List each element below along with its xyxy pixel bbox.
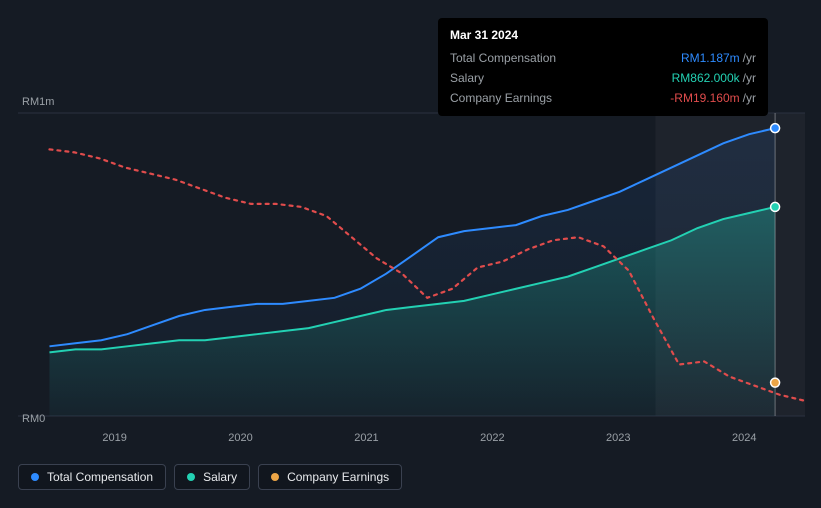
tooltip-row-suffix: /yr	[743, 51, 756, 65]
legend-item[interactable]: Company Earnings	[258, 464, 402, 490]
tooltip-row-value: RM1.187m/yr	[681, 49, 756, 67]
legend-dot-icon	[271, 473, 279, 481]
chart-tooltip: Mar 31 2024 Total Compensation RM1.187m/y…	[438, 18, 768, 116]
chart-legend: Total Compensation Salary Company Earnings	[18, 464, 402, 490]
x-axis-label: 2020	[228, 432, 252, 444]
x-axis-label: 2023	[606, 432, 630, 444]
y-axis-label: RM0	[22, 413, 45, 425]
tooltip-date: Mar 31 2024	[450, 26, 756, 44]
tooltip-row: Total Compensation RM1.187m/yr	[450, 48, 756, 68]
x-axis-label: 2024	[732, 432, 756, 444]
legend-label: Total Compensation	[47, 470, 153, 484]
y-axis-label: RM1m	[22, 96, 54, 108]
legend-dot-icon	[187, 473, 195, 481]
x-axis-label: 2022	[480, 432, 504, 444]
tooltip-row-label: Salary	[450, 69, 484, 87]
tooltip-row-value: RM862.000k/yr	[672, 69, 756, 87]
compensation-chart: Mar 31 2024 Total Compensation RM1.187m/y…	[0, 0, 821, 508]
tooltip-row-value: -RM19.160m/yr	[670, 89, 756, 107]
legend-item[interactable]: Total Compensation	[18, 464, 166, 490]
x-axis-label: 2021	[354, 432, 378, 444]
tooltip-rows: Total Compensation RM1.187m/yr Salary RM862…	[450, 48, 756, 108]
legend-label: Salary	[203, 470, 237, 484]
legend-dot-icon	[31, 473, 39, 481]
tooltip-row: Salary RM862.000k/yr	[450, 68, 756, 88]
x-axis-label: 2019	[102, 432, 126, 444]
tooltip-row-suffix: /yr	[743, 71, 756, 85]
tooltip-row-label: Total Compensation	[450, 49, 556, 67]
tooltip-row-label: Company Earnings	[450, 89, 552, 107]
legend-label: Company Earnings	[287, 470, 389, 484]
legend-item[interactable]: Salary	[174, 464, 250, 490]
tooltip-row-suffix: /yr	[743, 91, 756, 105]
tooltip-row: Company Earnings -RM19.160m/yr	[450, 88, 756, 108]
